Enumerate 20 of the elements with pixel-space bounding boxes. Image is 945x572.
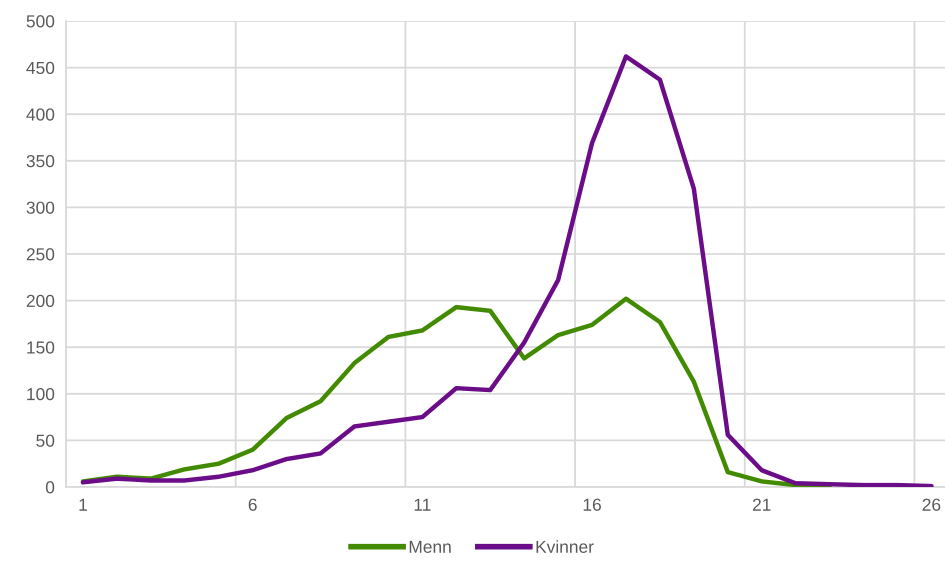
y-tick-label: 350 bbox=[26, 154, 54, 168]
y-tick-label: 450 bbox=[26, 62, 54, 74]
y-tick-label: 50 bbox=[36, 434, 54, 447]
x-tick-label: 11 bbox=[414, 498, 431, 511]
x-tick-label: 26 bbox=[922, 498, 940, 511]
x-tick-label: 6 bbox=[248, 498, 257, 511]
line-series bbox=[80, 54, 934, 487]
y-tick-label: 0 bbox=[46, 481, 54, 494]
y-tick-label: 300 bbox=[26, 202, 54, 214]
y-tick-label: 400 bbox=[26, 108, 54, 121]
y-tick-label: 100 bbox=[27, 388, 54, 400]
y-tick-label: 500 bbox=[26, 15, 54, 28]
y-tick-label: 150 bbox=[27, 341, 54, 354]
y-tick-label: 200 bbox=[26, 294, 54, 308]
x-tick-label: 1 bbox=[79, 498, 87, 511]
legend-label: Menn bbox=[410, 540, 451, 553]
x-tick-label: 16 bbox=[584, 498, 601, 511]
legend-label: Kvinner bbox=[536, 540, 594, 553]
y-tick-label: 250 bbox=[26, 248, 54, 260]
x-tick-label: 21 bbox=[752, 498, 771, 511]
